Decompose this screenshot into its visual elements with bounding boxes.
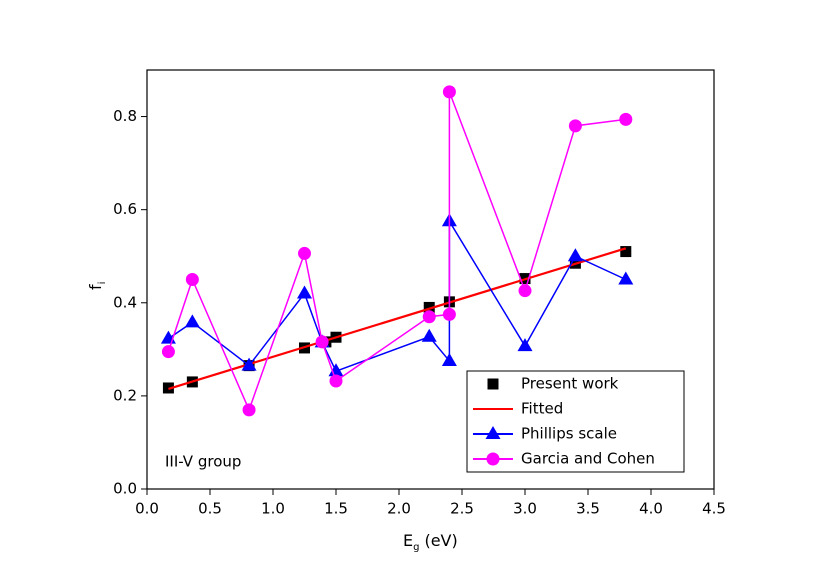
annotation: III-V group — [165, 453, 241, 471]
x-tick-label: 0.5 — [198, 500, 222, 518]
marker — [315, 335, 329, 349]
y-label-main: f — [86, 284, 105, 290]
x-tick-label: 4.5 — [702, 500, 726, 518]
legend-marker — [485, 426, 501, 439]
series-line — [168, 247, 627, 390]
x-tick-label: 3.5 — [576, 500, 600, 518]
marker — [184, 314, 200, 328]
legend-marker — [487, 378, 499, 390]
legend-label: Present work — [521, 375, 619, 393]
marker — [618, 271, 634, 285]
x-tick-label: 1.0 — [261, 500, 285, 518]
legend-box — [466, 370, 685, 473]
marker — [442, 85, 456, 99]
y-tick-label: 0.2 — [113, 386, 137, 404]
marker — [329, 374, 343, 388]
y-tick-label: 0.0 — [113, 480, 137, 498]
legend-marker — [486, 452, 500, 466]
plot-frame — [146, 69, 715, 490]
marker — [242, 403, 256, 417]
marker — [441, 352, 457, 366]
marker — [328, 363, 344, 377]
x-tick-label: 1.5 — [324, 500, 348, 518]
marker — [442, 307, 456, 321]
x-tick-label: 0.0 — [135, 500, 159, 518]
marker — [567, 248, 583, 262]
y-tick-label: 0.4 — [113, 293, 137, 311]
marker — [185, 273, 199, 286]
marker — [518, 284, 532, 298]
marker — [619, 112, 633, 126]
marker — [517, 338, 533, 352]
x-label-rest: (eV) — [424, 531, 457, 550]
legend-label: Phillips scale — [521, 425, 617, 443]
series-line — [167, 218, 627, 373]
y-tick-label: 0.6 — [113, 200, 137, 218]
x-tick-label: 2.0 — [387, 500, 411, 518]
x-axis-label: Eg (eV) — [403, 531, 458, 554]
marker — [297, 285, 312, 299]
x-tick-label: 4.0 — [639, 500, 663, 518]
marker — [620, 246, 632, 258]
y-tick-label: 0.8 — [113, 107, 137, 125]
x-label-main: E — [403, 531, 413, 550]
y-label-sub: i — [97, 282, 108, 285]
legend-label: Fitted — [521, 400, 563, 418]
marker — [241, 357, 257, 371]
x-label-sub: g — [413, 542, 419, 553]
marker — [568, 119, 582, 133]
marker — [421, 328, 437, 342]
marker — [298, 246, 311, 260]
legend-label: Garcia and Cohen — [521, 450, 655, 468]
marker — [161, 345, 175, 359]
x-tick-label: 2.5 — [450, 500, 474, 518]
marker — [422, 310, 436, 324]
y-axis-label: fi — [86, 282, 109, 290]
marker — [423, 301, 435, 313]
series-line — [167, 91, 626, 412]
x-tick-label: 3.0 — [513, 500, 537, 518]
